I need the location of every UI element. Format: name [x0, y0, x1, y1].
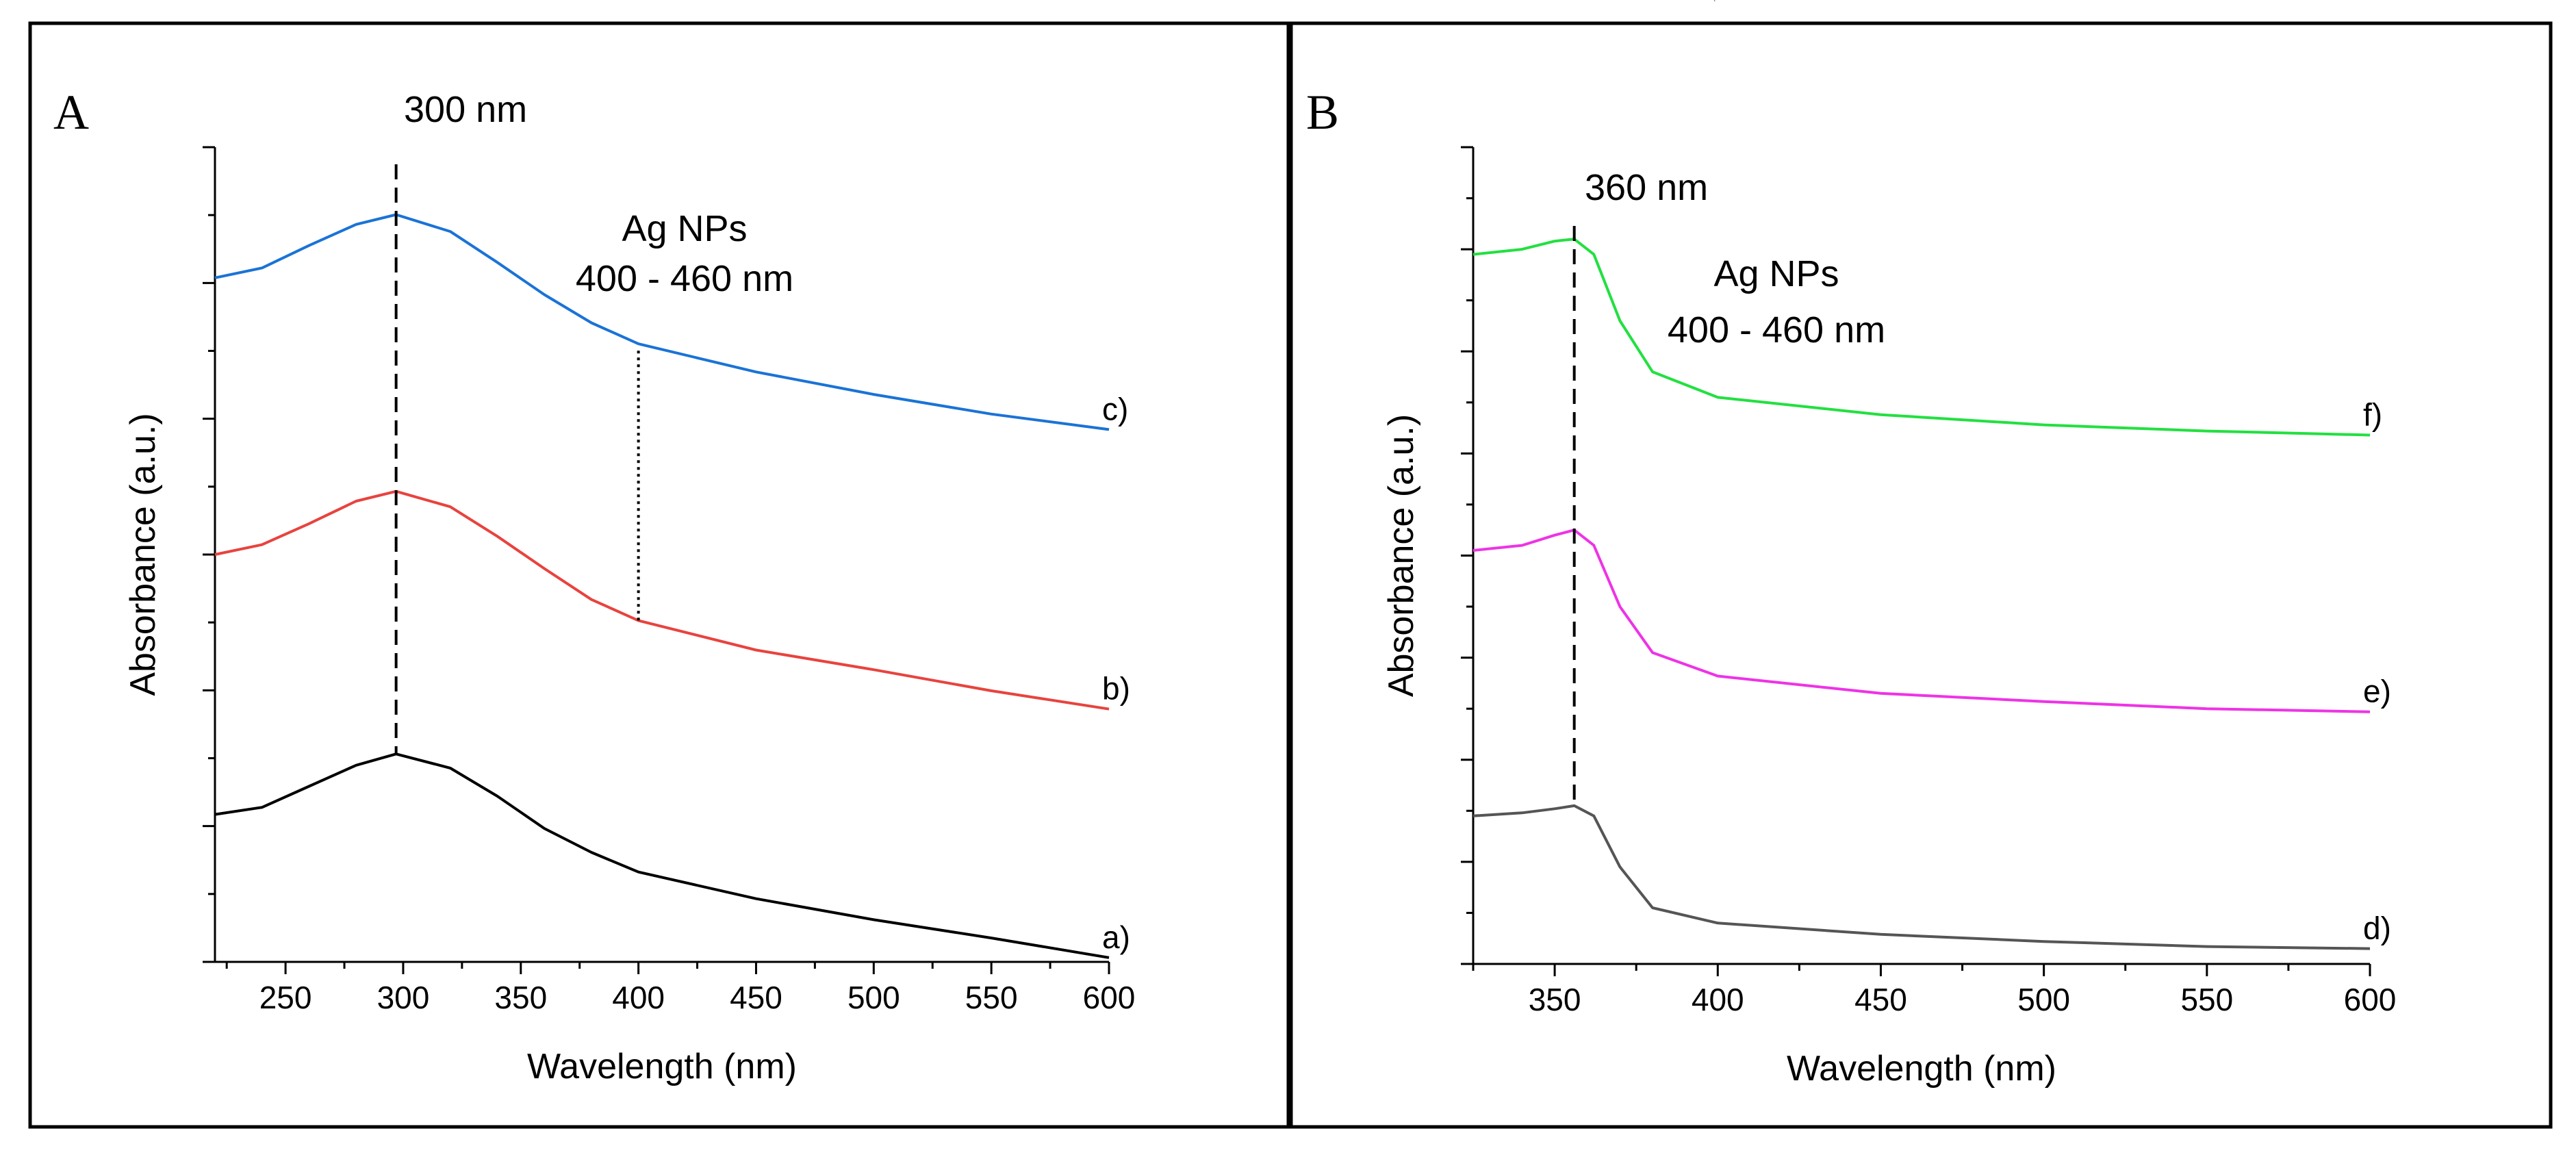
panel-a-peak-label: 300 nm — [404, 89, 527, 130]
panel-a-letter: A — [53, 85, 89, 140]
panel-a-frame — [28, 21, 1290, 1129]
series-label-e: e) — [2363, 674, 2391, 709]
panel-b-x-tick-label: 600 — [2344, 982, 2397, 1017]
series-line-b — [214, 490, 1110, 711]
series-line-c — [214, 213, 1110, 431]
series-label-f: f) — [2363, 397, 2382, 433]
series-label-b: b) — [1102, 671, 1130, 707]
panel-b-band-title: Ag NPs — [1713, 253, 1839, 294]
panel-a-x-tick-label: 500 — [847, 980, 900, 1015]
panel-b-peak-label: 360 nm — [1585, 167, 1708, 208]
panel-b-letter: B — [1306, 85, 1339, 140]
series-line-a — [214, 752, 1110, 959]
series-line-f — [1472, 238, 2371, 437]
panel-b-x-tick-label: 450 — [1854, 982, 1907, 1017]
panel-b-x-tick-label: 350 — [1529, 982, 1581, 1017]
panel-a-x-tick-label: 400 — [612, 980, 665, 1015]
panel-a-plot: 250 300 350 400 450 500 550 600 Wavelength (nm) A… — [123, 89, 1135, 1086]
series-label-a: a) — [1102, 919, 1130, 955]
panel-a-x-tick-label: 300 — [377, 980, 430, 1015]
panel-b-x-axis-title: Wavelength (nm) — [1787, 1049, 2056, 1089]
panel-b-frame — [1289, 21, 2553, 1129]
series-line-d — [1472, 804, 2371, 950]
panel-a-x-tick-label: 250 — [259, 980, 312, 1015]
panel-a-x-tick-label: 600 — [1083, 980, 1136, 1015]
panel-b-band-range: 400 - 460 nm — [1668, 309, 1885, 351]
series-label-c: c) — [1102, 391, 1128, 427]
panel-a-x-tick-label: 550 — [965, 980, 1018, 1015]
panel-b-x-tick-label: 400 — [1692, 982, 1744, 1017]
panel-a-band-title: Ag NPs — [622, 208, 747, 249]
panel-b-x-tick-label: 500 — [2017, 982, 2070, 1017]
panel-a-x-tick-label: 450 — [730, 980, 782, 1015]
panel-b-y-axis-title: Absorbance (a.u.) — [1381, 414, 1421, 697]
panel-a-x-axis-title: Wavelength (nm) — [527, 1047, 797, 1086]
panel-a-band-range: 400 - 460 nm — [576, 258, 793, 299]
series-label-d: d) — [2363, 911, 2391, 946]
panel-b-plot: 350 400 450 500 550 600 Wavelength (nm) Absorba… — [1381, 146, 2397, 1089]
panel-b-x-tick-label: 550 — [2180, 982, 2233, 1017]
panel-a-x-tick-label: 350 — [494, 980, 547, 1015]
series-line-e — [1472, 529, 2371, 713]
panel-a-y-axis-title: Absorbance (a.u.) — [123, 413, 163, 696]
